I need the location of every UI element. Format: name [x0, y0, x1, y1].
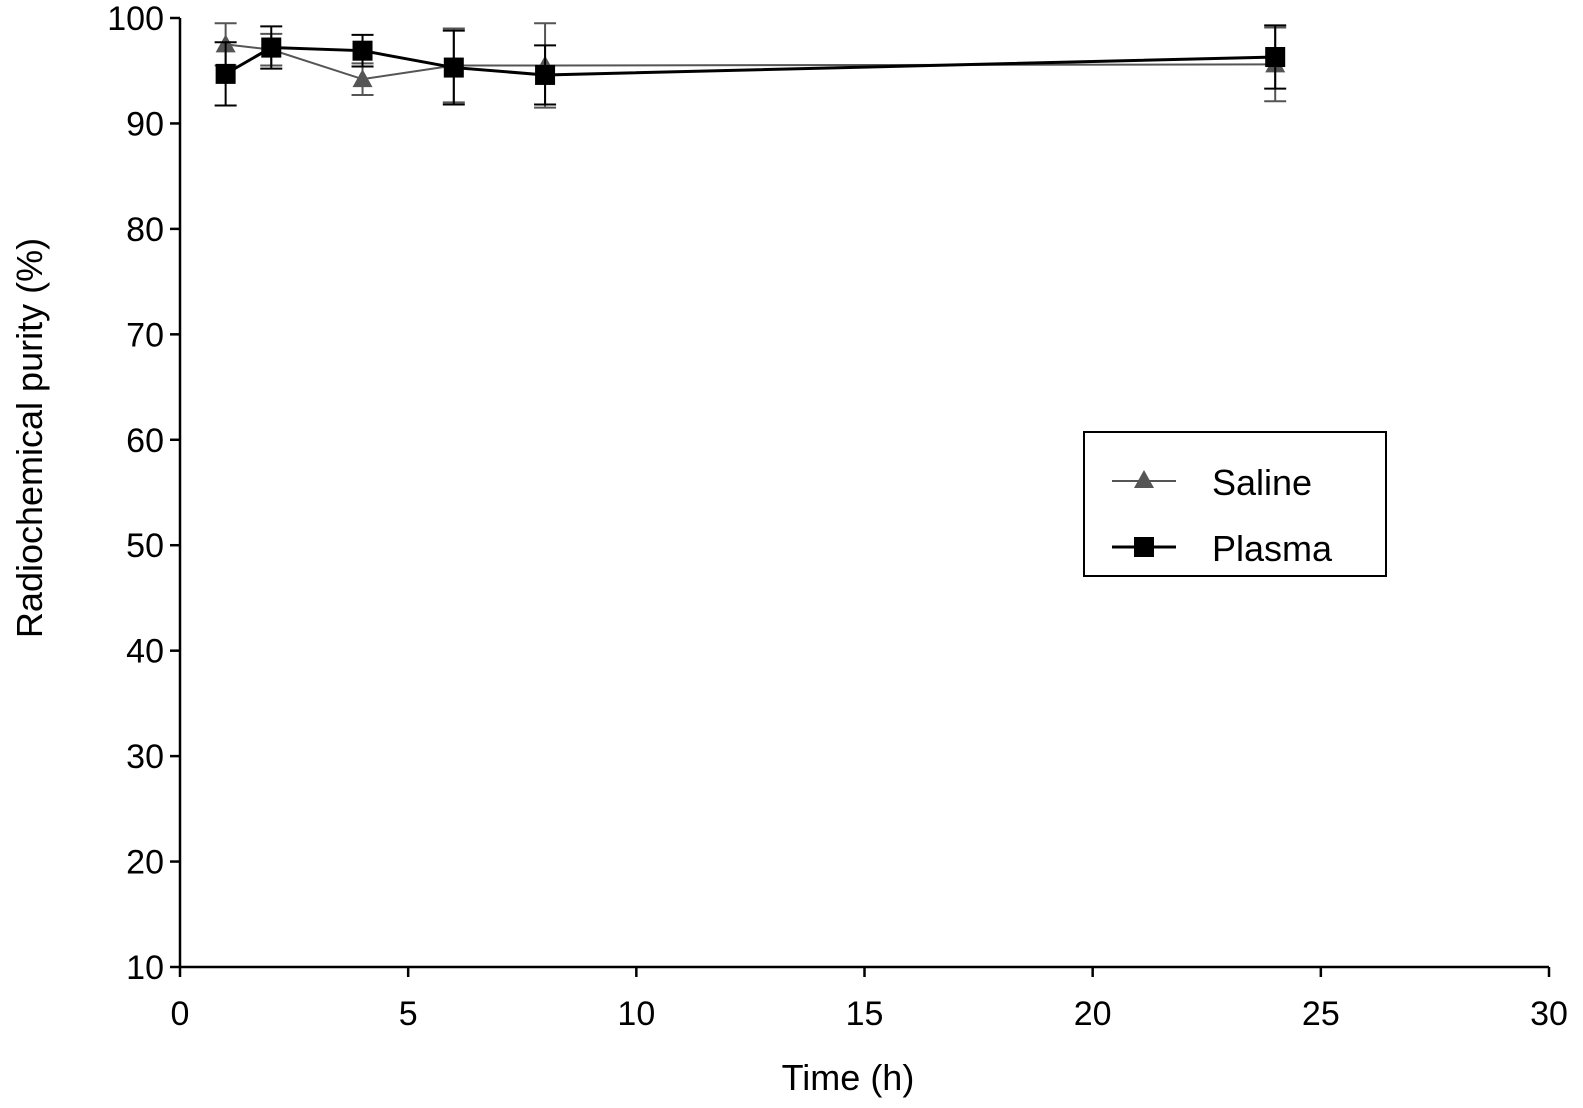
legend: Saline Plasma: [1083, 431, 1387, 577]
legend-saline-label: Saline: [1212, 462, 1312, 503]
legend-plasma-label: Plasma: [1212, 528, 1333, 569]
plasma-point: [535, 64, 556, 85]
y-tick-label: 40: [126, 633, 164, 671]
y-tick-label: 100: [107, 0, 164, 38]
y-tick-label: 80: [126, 211, 164, 249]
plasma-point: [215, 63, 236, 84]
x-tick-label: 30: [1530, 995, 1568, 1033]
plasma-point: [261, 37, 282, 58]
x-tick-label: 10: [617, 995, 655, 1033]
y-axis-label: Radiochemical purity (%): [9, 238, 50, 638]
legend-item-plasma: Plasma: [1112, 528, 1333, 569]
legend-plasma-marker: [1134, 537, 1154, 557]
x-ticks: 0 5 10 15 20 25 30: [171, 967, 1568, 1033]
plasma-line: [224, 46, 1276, 77]
plasma-point: [352, 40, 373, 61]
plasma-point: [1265, 47, 1286, 68]
series-plasma: [214, 24, 1287, 107]
x-tick-label: 25: [1302, 995, 1340, 1033]
legend-item-saline: Saline: [1112, 462, 1312, 503]
x-axis-label: Time (h): [782, 1057, 915, 1098]
series-saline: [214, 22, 1287, 109]
y-tick-label: 60: [126, 422, 164, 460]
x-tick-label: 5: [399, 995, 418, 1033]
y-tick-label: 90: [126, 105, 164, 143]
y-ticks: 10 20 30 40 50 60 70 80 90 100: [107, 0, 180, 987]
y-tick-label: 10: [126, 949, 164, 987]
legend-saline-marker: [1134, 470, 1154, 488]
y-tick-label: 30: [126, 738, 164, 776]
saline-point: [352, 69, 373, 88]
x-tick-label: 15: [846, 995, 884, 1033]
y-tick-label: 70: [126, 316, 164, 354]
y-tick-label: 20: [126, 844, 164, 882]
plasma-point: [443, 57, 464, 78]
series-layer: [214, 22, 1287, 109]
x-tick-label: 20: [1074, 995, 1112, 1033]
y-tick-label: 50: [126, 527, 164, 565]
x-tick-label: 0: [171, 995, 190, 1033]
